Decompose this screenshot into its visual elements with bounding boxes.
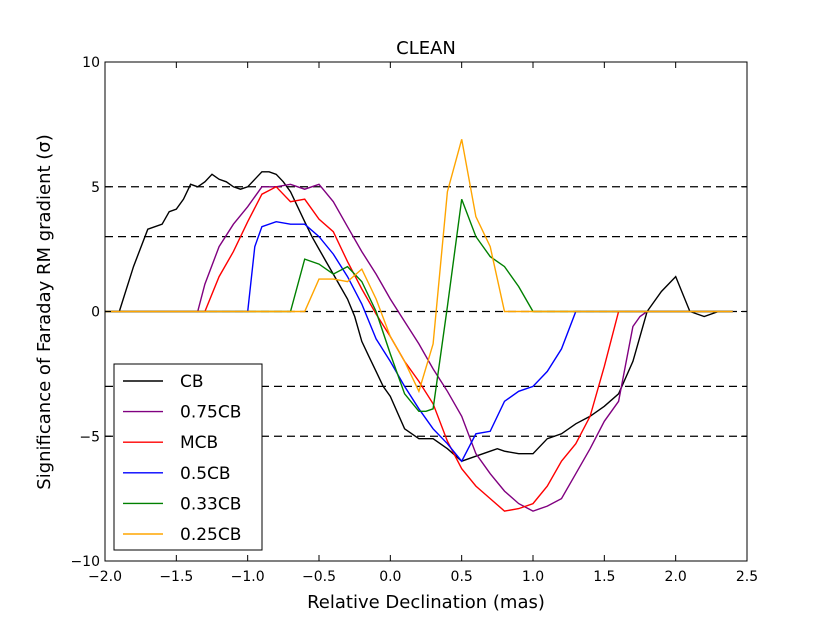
legend-label-5: 0.25CB [180, 525, 241, 545]
x-tick-label: 2.0 [665, 569, 687, 585]
axis-ticks: −2.0 −1.5 −1.0 −0.5 0.0 0.5 1.0 1.5 2.0 2.5 −10 −5 0… [70, 55, 758, 585]
x-axis-label: Relative Declination (mas) [307, 592, 545, 613]
x-tick-label: 0.5 [451, 569, 473, 585]
legend: CB 0.75CB MCB 0.5CB 0.33CB 0.25CB [113, 363, 263, 551]
x-tick-label: 1.0 [522, 569, 544, 585]
x-tick-label: 1.5 [593, 569, 615, 585]
x-tick-label: −1.0 [231, 569, 265, 585]
legend-label-4: 0.33CB [180, 494, 241, 514]
series-line-2 [105, 185, 733, 512]
y-tick-label: 10 [82, 55, 100, 71]
series-line-3 [105, 220, 733, 463]
chart-title: CLEAN [396, 38, 456, 59]
x-tick-label: −2.0 [88, 569, 122, 585]
series-line-4 [105, 198, 733, 412]
legend-label-1: 0.75CB [180, 403, 241, 423]
x-tick-label: −0.5 [302, 569, 336, 585]
x-tick-label: −1.5 [159, 569, 193, 585]
series-lines [105, 139, 733, 512]
x-tick-label: 0.0 [379, 569, 401, 585]
y-tick-label: 5 [91, 180, 100, 196]
y-tick-label: −5 [79, 429, 100, 445]
y-tick-label: 0 [91, 305, 100, 321]
x-tick-label: 2.5 [736, 569, 758, 585]
legend-label-2: MCB [180, 433, 218, 453]
series-line-1 [105, 183, 733, 512]
y-tick-label: −10 [70, 554, 100, 570]
y-axis-label: Significance of Faraday RM gradient (σ) [34, 134, 55, 489]
legend-label-3: 0.5CB [180, 464, 231, 484]
legend-box [113, 363, 263, 551]
series-line-0 [105, 171, 733, 462]
legend-label-0: CB [180, 372, 204, 392]
series-line-5 [105, 139, 733, 394]
